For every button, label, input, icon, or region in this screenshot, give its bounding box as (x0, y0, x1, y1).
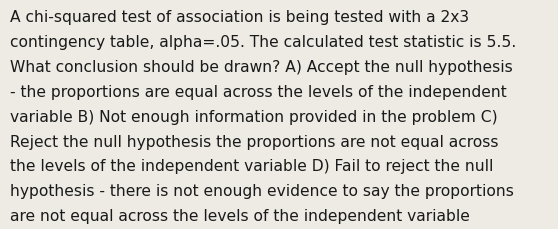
Text: the levels of the independent variable D) Fail to reject the null: the levels of the independent variable D… (10, 159, 493, 174)
Text: hypothesis - there is not enough evidence to say the proportions: hypothesis - there is not enough evidenc… (10, 183, 514, 198)
Text: Reject the null hypothesis the proportions are not equal across: Reject the null hypothesis the proportio… (10, 134, 498, 149)
Text: What conclusion should be drawn? A) Accept the null hypothesis: What conclusion should be drawn? A) Acce… (10, 60, 513, 75)
Text: A chi-squared test of association is being tested with a 2x3: A chi-squared test of association is bei… (10, 10, 469, 25)
Text: - the proportions are equal across the levels of the independent: - the proportions are equal across the l… (10, 85, 507, 99)
Text: variable B) Not enough information provided in the problem C): variable B) Not enough information provi… (10, 109, 498, 124)
Text: are not equal across the levels of the independent variable: are not equal across the levels of the i… (10, 208, 470, 223)
Text: contingency table, alpha=.05. The calculated test statistic is 5.5.: contingency table, alpha=.05. The calcul… (10, 35, 516, 50)
